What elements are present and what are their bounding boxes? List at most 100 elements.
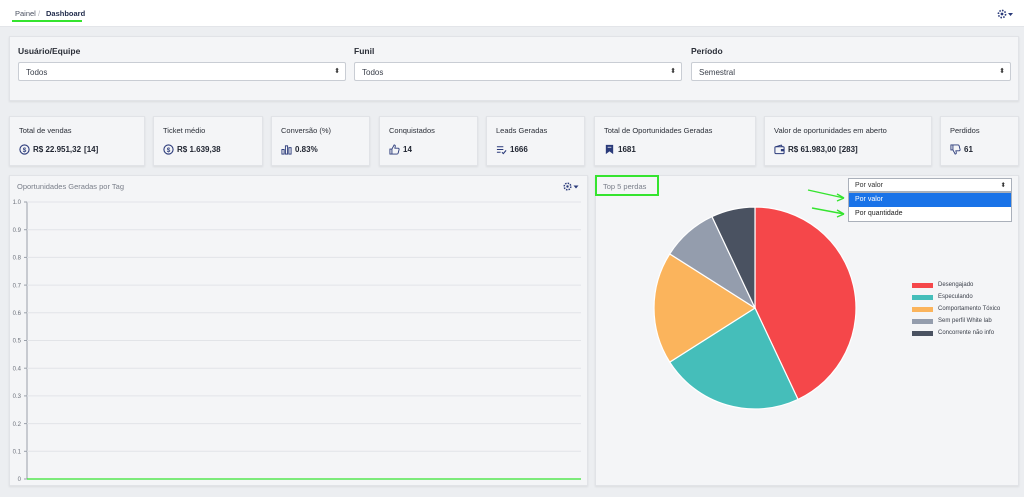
kpi-label: Total de vendas xyxy=(19,126,72,135)
kpi-conversao: Conversão (%) 0.83% xyxy=(271,116,370,166)
kpi-label: Ticket médio xyxy=(163,126,206,135)
y-tick-label: 0.6 xyxy=(13,311,22,317)
sort-select[interactable]: Por valor ⬍ xyxy=(848,178,1012,192)
kpi-value-row: 0.83% xyxy=(281,144,318,155)
y-tick-label: 0.7 xyxy=(13,283,22,289)
legend-swatch xyxy=(912,330,933,336)
kpi-value: 0.83% xyxy=(295,145,318,154)
kpi-label: Conversão (%) xyxy=(281,126,332,135)
periodo-select[interactable]: Semestral ⬍ xyxy=(691,62,1011,81)
breadcrumb-separator: / xyxy=(38,9,41,18)
pie-slice[interactable] xyxy=(653,253,757,363)
top-bar: Painel / Dashboard xyxy=(0,0,1024,27)
kpi-value: R$ 22.951,32 xyxy=(33,145,82,154)
filter-label-usuario: Usuário/Equipe xyxy=(18,46,81,56)
kpi-label: Leads Geradas xyxy=(496,126,548,135)
wallet-icon xyxy=(774,144,785,155)
top5-title: Top 5 perdas xyxy=(603,182,647,191)
y-tick-label: 0.9 xyxy=(13,228,22,234)
kpi-value-row: $ R$ 22.951,32 [14] xyxy=(19,144,98,155)
thumbs-up-icon xyxy=(389,144,400,155)
breadcrumb-painel[interactable]: Painel xyxy=(15,9,36,18)
pie-slice[interactable] xyxy=(711,206,756,309)
kpi-value-row: R$ 61.983,00 [283] xyxy=(774,144,858,155)
legend-item[interactable]: Especulando xyxy=(912,291,1000,303)
select-arrows-icon: ⬍ xyxy=(999,68,1005,75)
tag-chart-plot: 1.0 0.9 0.8 0.7 0.6 0.5 0.4 0.3 0.2 0.1 0 xyxy=(13,200,581,483)
top5-pie-chart xyxy=(653,206,857,410)
kpi-label: Total de Oportunidades Geradas xyxy=(604,126,713,135)
kpi-perdidos: Perdidos 61 xyxy=(940,116,1019,166)
y-tick-label: 0.5 xyxy=(13,339,22,345)
dollar-circle-icon: $ xyxy=(163,144,174,155)
list-check-icon xyxy=(496,146,507,155)
y-tick-label: 0.8 xyxy=(13,256,22,262)
usuario-select-value: Todos xyxy=(26,68,48,77)
thumbs-down-icon xyxy=(950,144,961,155)
kpi-value-row: 14 xyxy=(389,144,412,155)
bar-chart-icon xyxy=(281,145,292,155)
funil-select[interactable]: Todos ⬍ xyxy=(354,62,682,81)
legend-item[interactable]: Desengajado xyxy=(912,279,1000,291)
annotation-arrowhead-icon xyxy=(836,193,845,202)
top5-title-highlight xyxy=(595,175,659,196)
pie-slice[interactable] xyxy=(754,206,857,401)
filters-panel: Usuário/Equipe Todos ⬍ Funil Todos ⬍ Per… xyxy=(9,36,1019,101)
y-tick-label: 0.1 xyxy=(13,450,22,456)
kpi-total-oportunidades: Total de Oportunidades Geradas 1681 xyxy=(594,116,756,166)
annotation-arrows xyxy=(807,189,845,218)
usuario-select[interactable]: Todos ⬍ xyxy=(18,62,346,81)
legend-swatch xyxy=(912,318,933,324)
gear-icon[interactable] xyxy=(562,181,580,192)
kpi-label: Perdidos xyxy=(950,126,980,135)
periodo-select-value: Semestral xyxy=(699,68,736,77)
bookmark-icon xyxy=(605,144,614,155)
tag-chart-title: Oportunidades Geradas por Tag xyxy=(17,182,125,191)
kpi-value-row: 1666 xyxy=(496,144,528,155)
dollar-circle-icon: $ xyxy=(19,144,30,155)
kpi-value: R$ 1.639,38 xyxy=(177,145,221,154)
legend-label: Especulando xyxy=(938,294,973,300)
legend-label: Sem perfil White lab xyxy=(938,318,992,324)
sort-option-por-quantidade[interactable]: Por quantidade xyxy=(855,210,903,217)
select-arrows-icon: ⬍ xyxy=(334,68,340,75)
legend-label: Desengajado xyxy=(938,282,974,288)
legend-swatch xyxy=(912,282,933,288)
breadcrumb-highlight xyxy=(12,20,82,22)
funil-select-value: Todos xyxy=(362,68,384,77)
gear-icon[interactable] xyxy=(996,8,1014,20)
sort-select-value: Por valor xyxy=(855,182,884,189)
kpi-value: R$ 61.983,00 xyxy=(788,145,837,154)
annotation-arrow-icon xyxy=(811,207,845,215)
kpi-label: Valor de oportunidades em aberto xyxy=(774,126,887,135)
kpi-extra: [14] xyxy=(84,145,99,154)
legend-item[interactable]: Sem perfil White lab xyxy=(912,315,1000,327)
legend-label: Concorrente não info xyxy=(938,330,995,336)
legend-item[interactable]: Comportamento Tóxico xyxy=(912,303,1000,315)
kpi-value: 14 xyxy=(403,145,412,154)
y-tick-label: 0.2 xyxy=(13,422,22,428)
kpi-total-vendas: Total de vendas $ R$ 22.951,32 [14] xyxy=(9,116,145,166)
kpi-value: 1681 xyxy=(618,145,636,154)
kpi-extra: [283] xyxy=(839,145,858,154)
breadcrumb-dashboard[interactable]: Dashboard xyxy=(46,9,86,18)
legend-swatch xyxy=(912,294,933,300)
sort-option-por-valor[interactable]: Por valor xyxy=(849,193,1011,207)
select-arrows-icon: ⬍ xyxy=(670,68,676,75)
y-tick-label: 0 xyxy=(18,477,22,483)
kpi-value-row: $ R$ 1.639,38 xyxy=(163,144,221,155)
sort-dropdown: Por valor Por quantidade xyxy=(848,192,1012,222)
legend-item[interactable]: Concorrente não info xyxy=(912,327,1000,339)
kpi-leads-geradas: Leads Geradas 1666 xyxy=(486,116,585,166)
tag-chart-panel: Oportunidades Geradas por Tag xyxy=(9,175,588,486)
kpi-value: 1666 xyxy=(510,145,528,154)
annotation-arrowhead-icon xyxy=(836,209,845,218)
kpi-value-row: 61 xyxy=(950,144,973,155)
legend-swatch xyxy=(912,306,933,312)
y-tick-label: 0.3 xyxy=(13,394,22,400)
kpi-value: 61 xyxy=(964,145,973,154)
kpi-ticket-medio: Ticket médio $ R$ 1.639,38 xyxy=(153,116,263,166)
svg-text:$: $ xyxy=(167,147,171,154)
pie-slice[interactable] xyxy=(668,307,799,410)
svg-text:$: $ xyxy=(23,147,27,154)
